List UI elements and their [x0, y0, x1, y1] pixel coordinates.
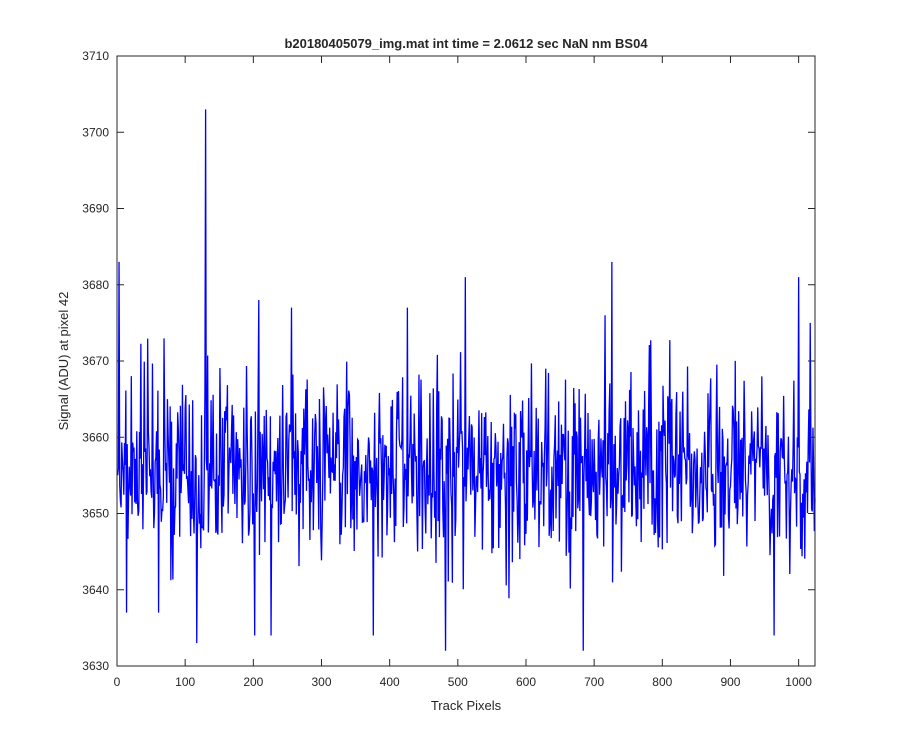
x-tick-label: 1000 — [785, 675, 812, 689]
y-tick-label: 3710 — [82, 49, 109, 63]
series-layer — [117, 109, 816, 651]
y-tick-label: 3630 — [82, 659, 109, 673]
y-tick-label: 3700 — [82, 125, 109, 139]
x-tick-label: 0 — [114, 675, 121, 689]
y-axis-label: Signal (ADU) at pixel 42 — [56, 292, 71, 431]
y-tick-label: 3690 — [82, 202, 109, 216]
x-tick-label: 200 — [243, 675, 263, 689]
y-tick-label: 3680 — [82, 278, 109, 292]
x-tick-label: 700 — [584, 675, 604, 689]
y-tick-label: 3650 — [82, 507, 109, 521]
x-tick-label: 400 — [380, 675, 400, 689]
x-axis-label: Track Pixels — [431, 698, 502, 713]
x-tick-label: 100 — [175, 675, 195, 689]
chart-title: b20180405079_img.mat int time = 2.0612 s… — [284, 36, 648, 51]
series-line — [117, 109, 816, 651]
x-tick-label: 800 — [652, 675, 672, 689]
x-tick-label: 300 — [311, 675, 331, 689]
y-axis-ticks: 3630 3640 3650 3660 3670 3680 3690 3700 3710 — [82, 49, 815, 673]
x-axis-ticks: 0 100 200 300 400 500 600 700 800 900 1000 — [114, 56, 812, 689]
y-tick-label: 3660 — [82, 430, 109, 444]
x-tick-label: 500 — [448, 675, 468, 689]
x-tick-label: 600 — [516, 675, 536, 689]
y-tick-label: 3640 — [82, 583, 109, 597]
y-tick-label: 3670 — [82, 354, 109, 368]
x-tick-label: 900 — [720, 675, 740, 689]
